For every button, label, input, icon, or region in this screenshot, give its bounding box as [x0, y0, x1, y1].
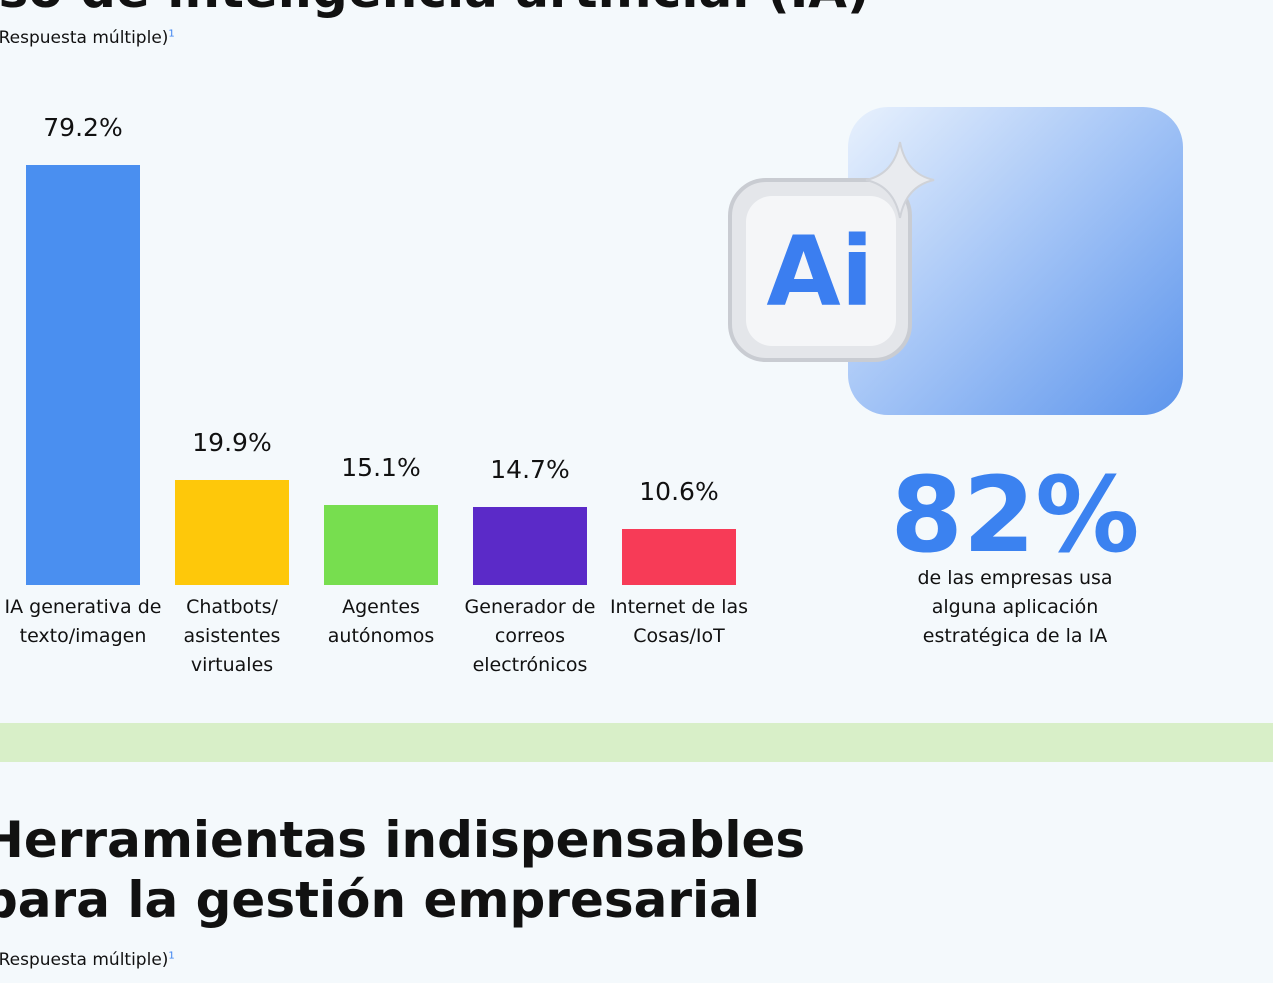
bar	[175, 480, 289, 585]
bar	[324, 505, 438, 585]
footnote: 1	[168, 28, 174, 39]
category-label: IA generativa de texto/imagen	[3, 593, 163, 651]
value-label: 15.1%	[301, 453, 461, 482]
chart-title: Uso de inteligencia artificial (IA)	[0, 0, 870, 20]
section-title: Herramientas indispensables para la gest…	[0, 810, 882, 930]
bar	[26, 165, 140, 585]
ai-icon: Ai	[720, 140, 950, 370]
value-label: 14.7%	[450, 455, 610, 484]
value-label: 10.6%	[599, 477, 759, 506]
subtitle: (Respuesta múltiple)	[0, 28, 168, 48]
stat-value: 82%	[865, 455, 1165, 575]
svg-text:Ai: Ai	[766, 216, 873, 328]
stat-text: de las empresas usa alguna aplicación es…	[890, 564, 1140, 651]
subtitle-wrap: (Respuesta múltiple)1	[0, 28, 175, 48]
page: Uso de inteligencia artificial (IA) (Res…	[0, 0, 1273, 983]
section-subtitle-wrap: (Respuesta múltiple)1	[0, 950, 175, 970]
category-label: Internet de las Cosas/IoT	[599, 593, 759, 651]
value-label: 79.2%	[3, 113, 163, 142]
category-label: Agentes autónomos	[301, 593, 461, 651]
section-footnote: 1	[168, 950, 174, 961]
value-label: 19.9%	[152, 428, 312, 457]
section-subtitle: (Respuesta múltiple)	[0, 950, 168, 970]
band	[0, 723, 1273, 762]
category-label: Generador de correos electrónicos	[450, 593, 610, 680]
bar	[473, 507, 587, 585]
category-label: Chatbots/ asistentes virtuales	[152, 593, 312, 680]
bar	[622, 529, 736, 585]
